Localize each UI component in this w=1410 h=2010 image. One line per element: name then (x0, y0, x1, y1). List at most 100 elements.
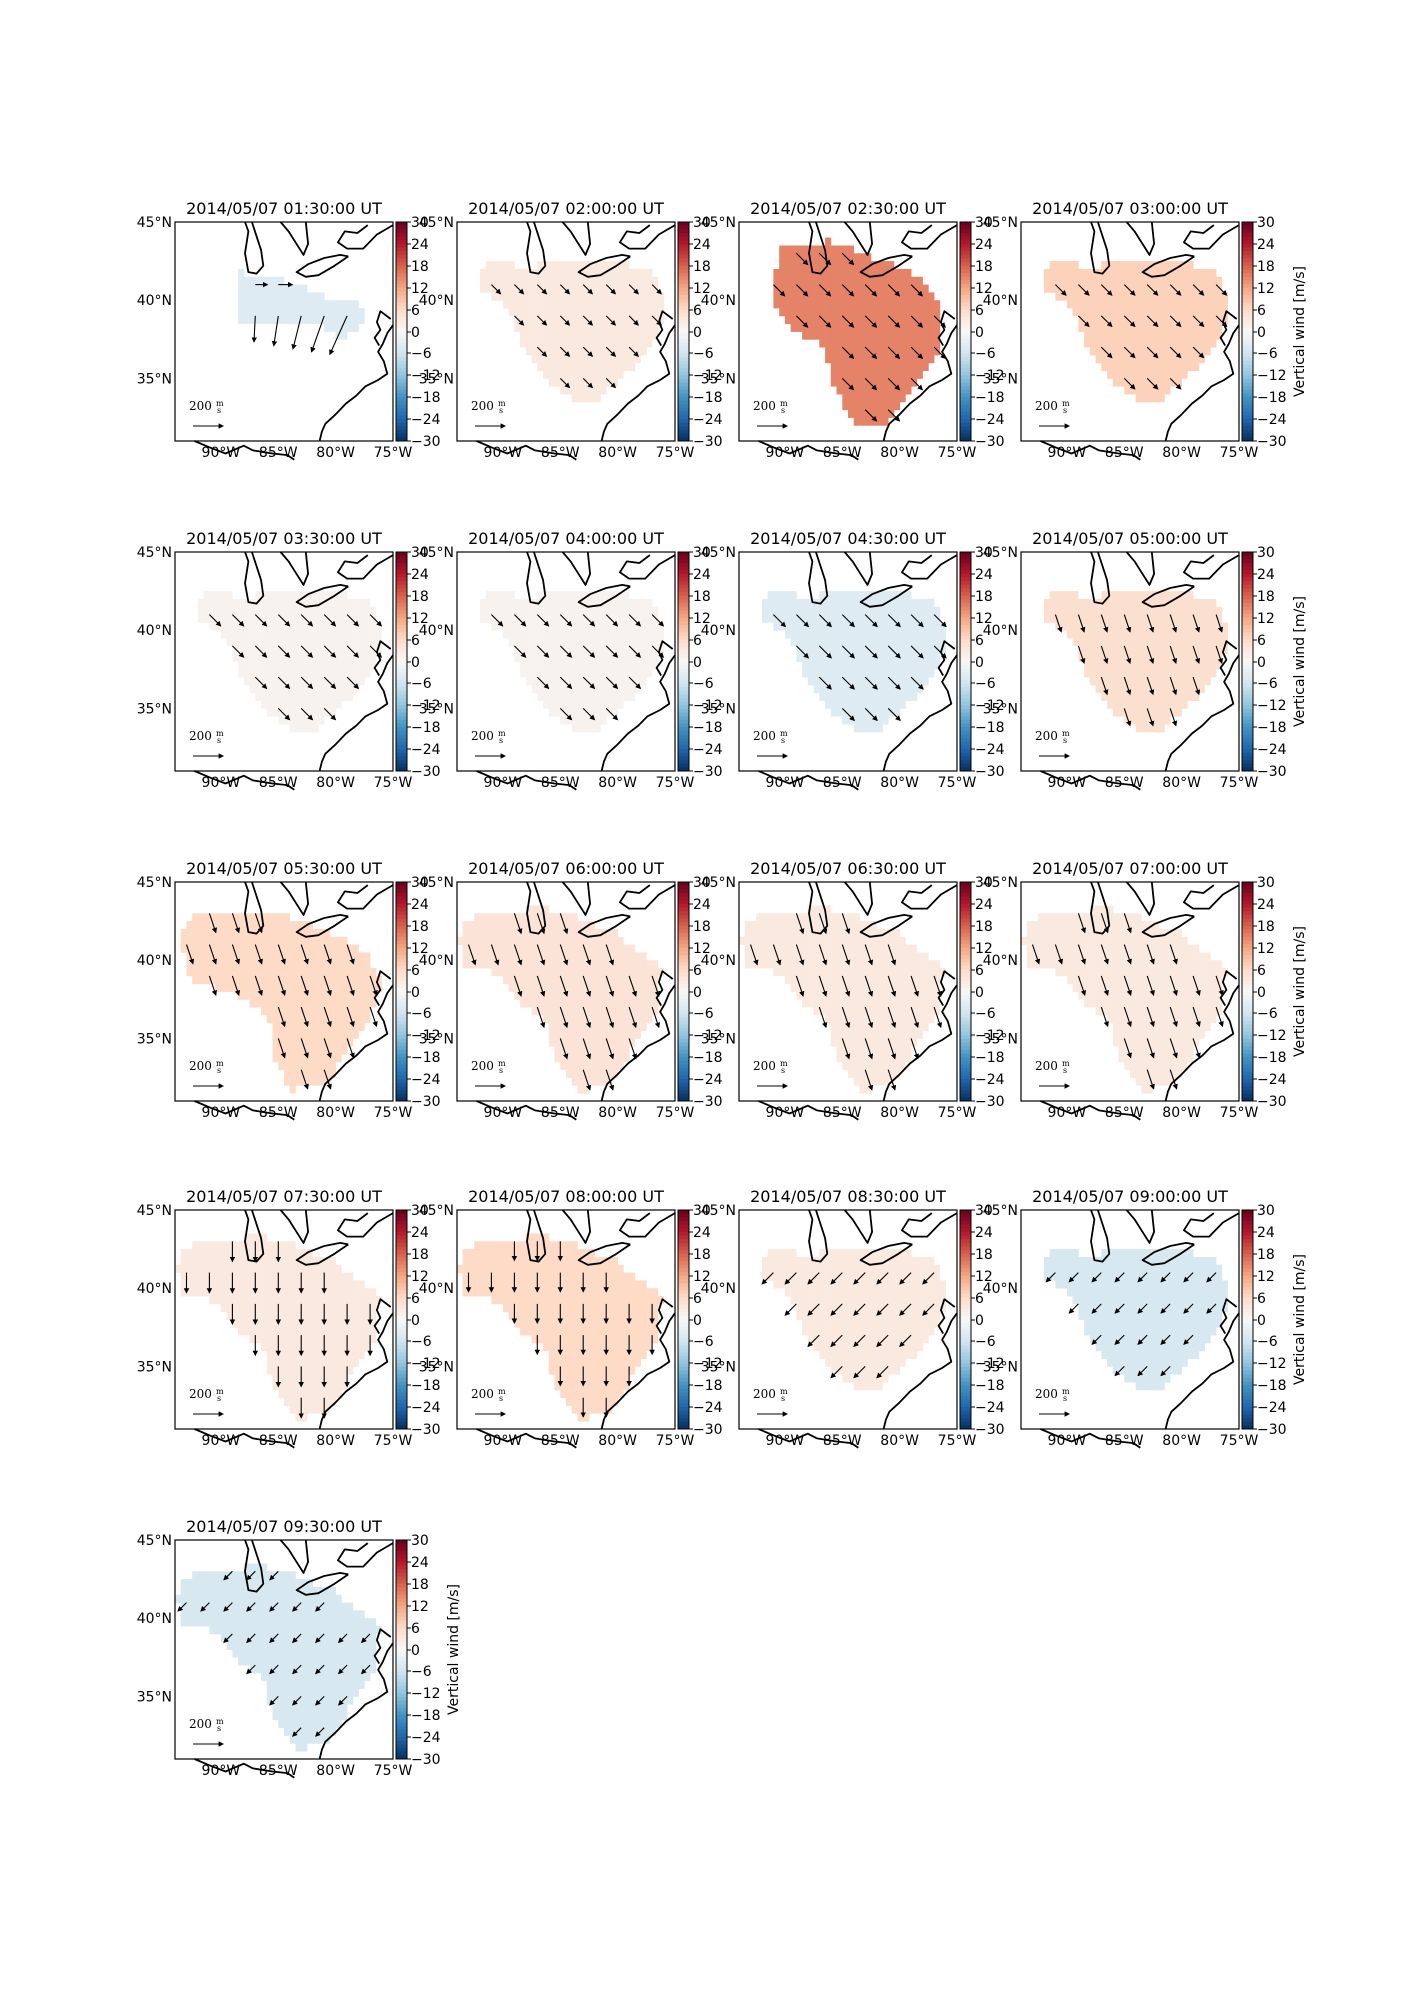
colorbar-tick: 18 (411, 919, 429, 935)
lon-label: 80°W (598, 775, 637, 791)
coastline (279, 221, 310, 256)
lat-label: 45°N (137, 215, 172, 231)
wind-arrow (536, 284, 548, 295)
wind-arrow (899, 1334, 912, 1348)
wind-arrow (772, 944, 782, 966)
quiver-key-denominator: s (1063, 736, 1067, 745)
lon-label: 75°W (374, 1433, 413, 1449)
lon-label: 85°W (259, 1433, 298, 1449)
coastline (882, 324, 958, 442)
wind-arrow (1146, 284, 1159, 296)
panel-title: 2014/05/07 03:00:00 UT (1032, 199, 1228, 218)
coastline (1090, 881, 1111, 935)
quiver-key-denominator: s (1063, 1394, 1067, 1403)
quiver-key: 200 ms (753, 1387, 789, 1417)
coastline (655, 970, 674, 1007)
quiver-key-value: 200 (189, 729, 212, 743)
wind-arrow (910, 315, 924, 328)
colorbar-tick: 12 (411, 941, 429, 957)
lon-label: 80°W (598, 445, 637, 461)
wind-arrow (605, 975, 615, 997)
coastline (843, 881, 874, 916)
wind-arrow (628, 1006, 638, 1029)
map-frame (738, 881, 958, 1102)
wind-arrow (346, 1006, 355, 1028)
wind-arrow (910, 676, 924, 690)
lon-label: 85°W (259, 775, 298, 791)
wind-arrow (605, 346, 617, 357)
wind-arrow (559, 378, 571, 389)
colorbar-tick: −30 (411, 764, 441, 780)
colorbar-tick: 12 (411, 1269, 429, 1285)
colorbar: 30 24 18 12 6 0 −6 −12 −18 −24 −30 (677, 215, 723, 450)
colorbar-tick: 24 (1257, 897, 1275, 913)
map-frame (174, 1539, 394, 1760)
quiver-key-value: 200 (471, 399, 494, 413)
wind-arrow (841, 975, 851, 997)
wind-arrow (818, 1006, 828, 1029)
vertical-wind-field (1021, 905, 1228, 1094)
quiver-key-denominator: s (781, 1066, 785, 1075)
quiver-key-denominator: s (499, 1066, 503, 1075)
quiver-key-numerator: m (1062, 399, 1070, 408)
coastline (618, 554, 676, 580)
coastline (318, 984, 394, 1102)
wind-arrow (337, 1696, 348, 1706)
wind-arrow (559, 1038, 569, 1060)
wind-arrow (628, 1038, 638, 1060)
lon-label: 85°W (1105, 445, 1144, 461)
coastline (577, 914, 631, 938)
wind-arrow (1169, 284, 1182, 296)
map-frame (1020, 551, 1240, 772)
colorbar-tick: −6 (1257, 1006, 1278, 1022)
wind-arrow (864, 708, 878, 722)
wind-arrow (1183, 1334, 1194, 1345)
colorbar-tick: −30 (411, 1422, 441, 1438)
colorbar-tick: 0 (1257, 985, 1266, 1001)
wind-arrow (807, 1272, 820, 1285)
colorbar-tick: 12 (975, 941, 993, 957)
colorbar-tick: 24 (411, 1555, 429, 1571)
colorbar-tick: −6 (693, 676, 714, 692)
wind-arrow (1100, 913, 1109, 934)
wind-arrow (864, 676, 878, 690)
colorbar-tick: 30 (975, 875, 993, 891)
quiver-key-denominator: s (499, 1394, 503, 1403)
wind-arrow (749, 944, 759, 966)
wind-arrow (876, 1272, 889, 1285)
wind-arrow (269, 1633, 279, 1644)
wind-arrow (1091, 1272, 1102, 1283)
coastline (758, 1100, 859, 1121)
wind-arrow (231, 975, 241, 996)
lon-label: 85°W (541, 1433, 580, 1449)
wind-arrow (1054, 944, 1064, 965)
wind-arrow (514, 284, 525, 295)
wind-arrow (315, 1696, 325, 1706)
coastline (859, 584, 913, 608)
lat-label: 45°N (701, 215, 736, 231)
wind-arrow (1192, 1038, 1201, 1059)
coastline (561, 1209, 592, 1244)
wind-arrow (864, 409, 878, 422)
lon-label: 75°W (1220, 775, 1259, 791)
wind-arrow (300, 676, 314, 690)
coastline (279, 881, 310, 916)
coastline (295, 254, 349, 278)
colorbar-tick: 6 (411, 1291, 420, 1307)
coastline (244, 551, 265, 605)
colorbar-tick: 6 (975, 633, 984, 649)
coastline (1090, 1209, 1111, 1263)
wind-arrow (177, 1602, 187, 1612)
wind-arrows (1031, 913, 1224, 1090)
wind-arrow (1123, 913, 1132, 934)
wind-arrow (933, 346, 947, 360)
wind-arrow (231, 944, 241, 965)
wind-arrow (605, 944, 615, 966)
colorbar-tick: −24 (975, 1400, 1005, 1416)
coastline (882, 984, 958, 1102)
wind-arrow (300, 645, 314, 658)
colorbar-tick: −12 (411, 1028, 441, 1044)
colorbar-tick: 6 (411, 303, 420, 319)
wind-arrow (1100, 346, 1113, 359)
lon-label: 80°W (1162, 1433, 1201, 1449)
